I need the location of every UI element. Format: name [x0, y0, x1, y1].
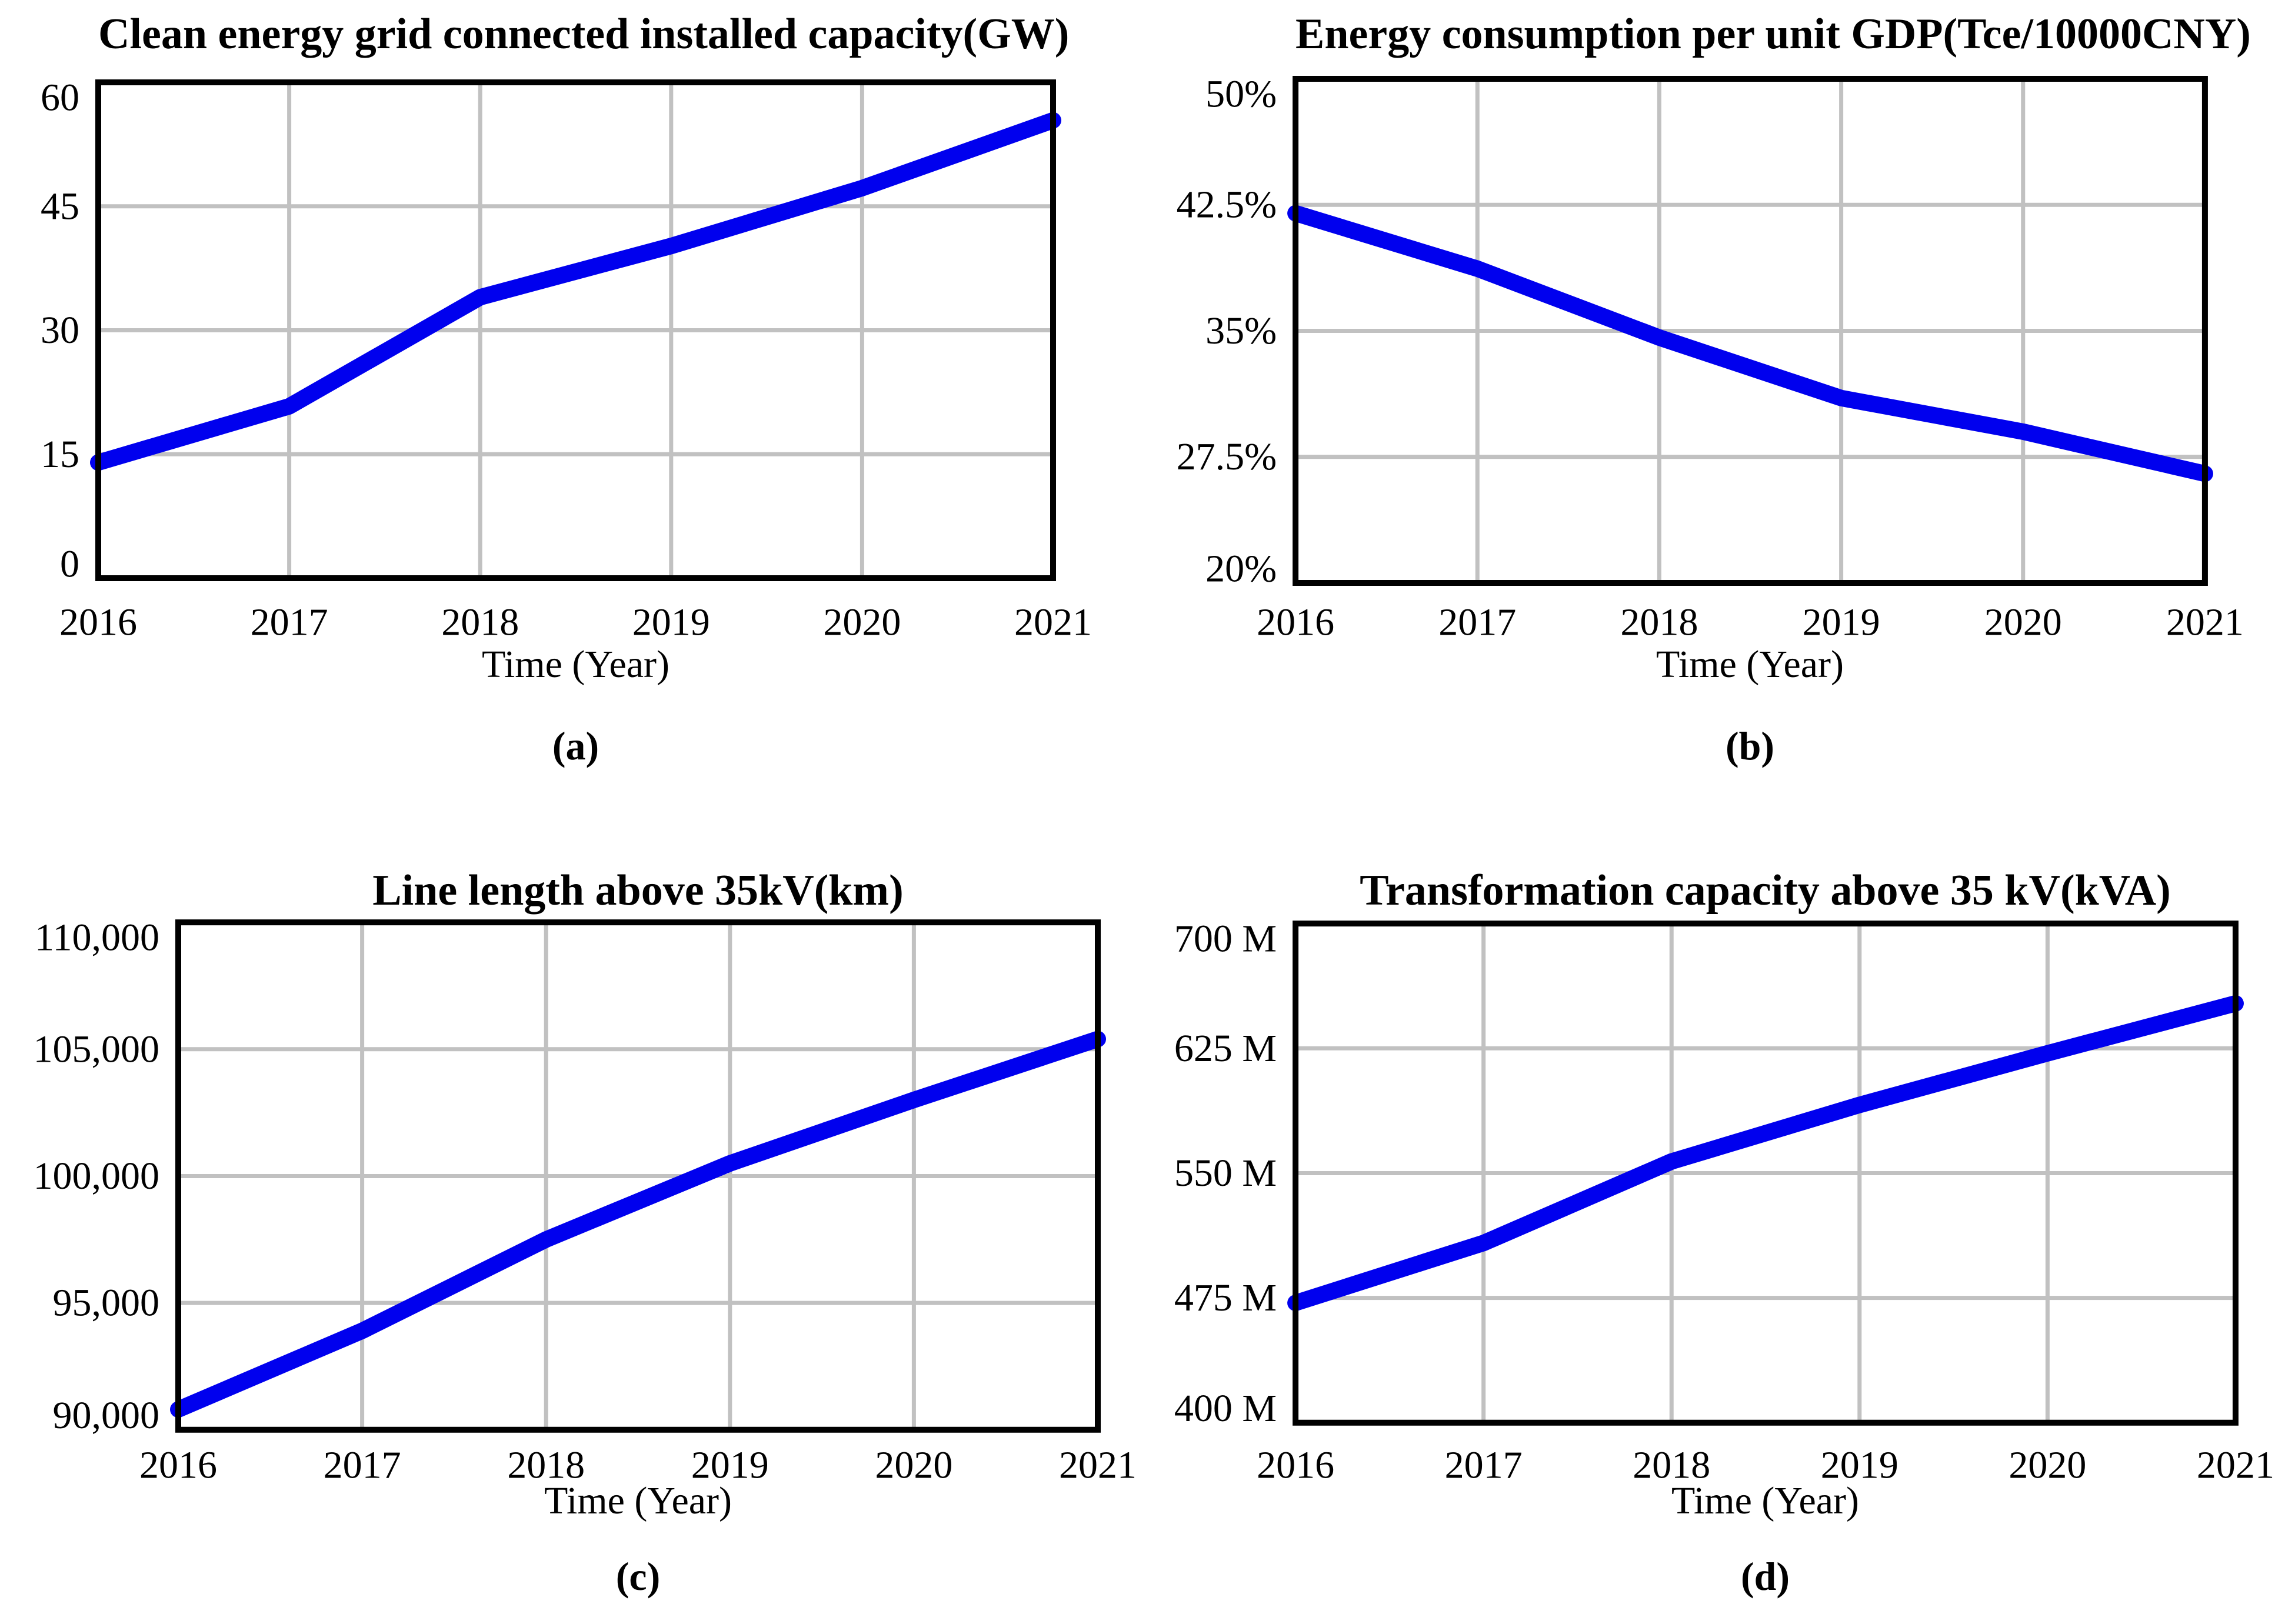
- x-tick-label: 2018: [441, 601, 519, 644]
- panel-letter-a: (a): [552, 723, 599, 768]
- line-chart-b: 20% 27.5% 35% 42.5% 50% 2016 2017 2018 2019 2020 2…: [1177, 73, 2244, 644]
- x-tick-label: 2019: [691, 1443, 769, 1486]
- y-tick-label: 90,000: [53, 1394, 159, 1437]
- chart-title-a: Clean energy grid connected installed ca…: [98, 10, 1070, 58]
- x-tick-label: 2017: [1445, 1443, 1523, 1486]
- plot-border: [1293, 921, 2239, 1426]
- y-tick-label: 27.5%: [1177, 435, 1277, 478]
- x-tick-label: 2021: [1014, 601, 1092, 644]
- line-chart-d: 400 M 475 M 550 M 625 M 700 M 2016 2017 2018 201…: [1174, 918, 2274, 1487]
- x-tick-label: 2018: [1620, 601, 1698, 644]
- x-axis-title-a: Time (Year): [481, 643, 670, 686]
- data-line: [170, 1031, 1106, 1418]
- x-tick-label: 2021: [2197, 1443, 2274, 1486]
- chart-title-d: Transformation capacity above 35 kV(kVA): [1360, 866, 2171, 915]
- x-axis-title-c: Time (Year): [544, 1479, 732, 1522]
- x-tick-label: 2016: [1257, 1443, 1334, 1486]
- x-tick-label: 2021: [2166, 601, 2244, 644]
- x-tick-label: 2020: [2008, 1443, 2086, 1486]
- y-tick-label: 15: [41, 433, 79, 476]
- x-tick-label: 2017: [324, 1443, 401, 1486]
- line-chart-a: 0 15 30 45 60 2016 2017 2018 2019 2020 2021: [41, 76, 1092, 644]
- panel-letter-c: (c): [615, 1554, 661, 1599]
- y-tick-label: 42.5%: [1177, 184, 1277, 226]
- line-chart-c: 90,000 95,000 100,000 105,000 110,000 2016 201…: [34, 916, 1137, 1487]
- y-tick-label: 105,000: [34, 1028, 159, 1071]
- y-tick-label: 550 M: [1174, 1152, 1277, 1195]
- y-tick-label: 35%: [1205, 309, 1277, 352]
- x-tick-label: 2019: [632, 601, 710, 644]
- x-tick-label: 2017: [251, 601, 328, 644]
- chart-title-c: Line length above 35kV(km): [372, 866, 904, 915]
- y-tick-label: 95,000: [53, 1282, 159, 1325]
- y-tick-label: 60: [41, 76, 79, 119]
- x-tick-label: 2020: [823, 601, 901, 644]
- y-tick-label: 400 M: [1174, 1387, 1277, 1430]
- panel-a: Clean energy grid connected installed ca…: [0, 0, 1147, 812]
- panel-letter-d: (d): [1740, 1554, 1790, 1599]
- chart-title-b: Energy consumption per unit GDP(Tce/1000…: [1295, 10, 2251, 58]
- plot-border: [95, 79, 1056, 581]
- x-tick-label: 2016: [59, 601, 137, 644]
- x-tick-label: 2021: [1059, 1443, 1137, 1486]
- panel-letter-b: (b): [1725, 723, 1775, 768]
- x-axis-title-b: Time (Year): [1656, 643, 1844, 686]
- data-line: [1287, 205, 2213, 482]
- plot-border: [175, 919, 1101, 1433]
- x-tick-label: 2020: [1984, 601, 2062, 644]
- panel-b: Energy consumption per unit GDP(Tce/1000…: [1147, 0, 2295, 812]
- y-tick-label: 45: [41, 185, 79, 228]
- y-tick-label: 30: [41, 309, 79, 352]
- x-axis-title-d: Time (Year): [1671, 1479, 1860, 1522]
- data-line: [90, 112, 1061, 471]
- panel-d: Transformation capacity above 35 kV(kVA)…: [1147, 812, 2295, 1624]
- y-tick-label: 475 M: [1174, 1276, 1277, 1319]
- x-tick-label: 2016: [1257, 601, 1334, 644]
- y-tick-label: 0: [60, 543, 79, 586]
- data-line: [1287, 995, 2244, 1312]
- x-tick-label: 2017: [1438, 601, 1516, 644]
- y-tick-label: 100,000: [34, 1155, 159, 1198]
- panel-c: Line length above 35kV(km) 90,000 95,000 1…: [0, 812, 1147, 1624]
- plot-border: [1293, 76, 2208, 586]
- x-tick-label: 2019: [1803, 601, 1880, 644]
- y-tick-label: 700 M: [1174, 918, 1277, 961]
- x-tick-label: 2020: [875, 1443, 952, 1486]
- y-tick-label: 20%: [1205, 548, 1277, 591]
- x-tick-label: 2019: [1821, 1443, 1898, 1486]
- y-tick-label: 50%: [1205, 73, 1277, 116]
- x-tick-label: 2018: [1633, 1443, 1710, 1486]
- x-tick-label: 2018: [507, 1443, 585, 1486]
- y-tick-label: 110,000: [35, 916, 159, 959]
- y-tick-label: 625 M: [1174, 1027, 1277, 1070]
- x-tick-label: 2016: [139, 1443, 217, 1486]
